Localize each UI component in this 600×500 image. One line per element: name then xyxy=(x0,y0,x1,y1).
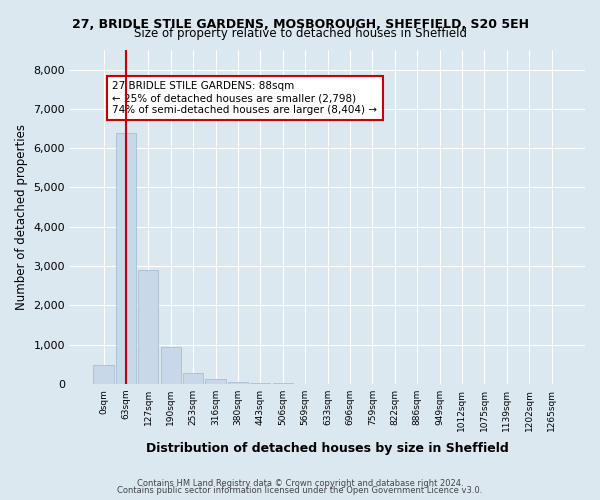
Bar xyxy=(138,270,158,384)
Bar xyxy=(94,365,113,384)
Text: 27, BRIDLE STILE GARDENS, MOSBOROUGH, SHEFFIELD, S20 5EH: 27, BRIDLE STILE GARDENS, MOSBOROUGH, SH… xyxy=(71,18,529,30)
Bar xyxy=(183,373,203,384)
Bar xyxy=(116,134,136,384)
Text: Contains public sector information licensed under the Open Government Licence v3: Contains public sector information licen… xyxy=(118,486,482,495)
Text: 27 BRIDLE STILE GARDENS: 88sqm
← 25% of detached houses are smaller (2,798)
74% : 27 BRIDLE STILE GARDENS: 88sqm ← 25% of … xyxy=(112,82,377,114)
Bar xyxy=(228,382,248,384)
Bar xyxy=(205,379,226,384)
Bar xyxy=(250,382,271,384)
Bar xyxy=(161,346,181,384)
Y-axis label: Number of detached properties: Number of detached properties xyxy=(15,124,28,310)
Text: Contains HM Land Registry data © Crown copyright and database right 2024.: Contains HM Land Registry data © Crown c… xyxy=(137,478,463,488)
Text: Size of property relative to detached houses in Sheffield: Size of property relative to detached ho… xyxy=(133,28,467,40)
X-axis label: Distribution of detached houses by size in Sheffield: Distribution of detached houses by size … xyxy=(146,442,509,455)
